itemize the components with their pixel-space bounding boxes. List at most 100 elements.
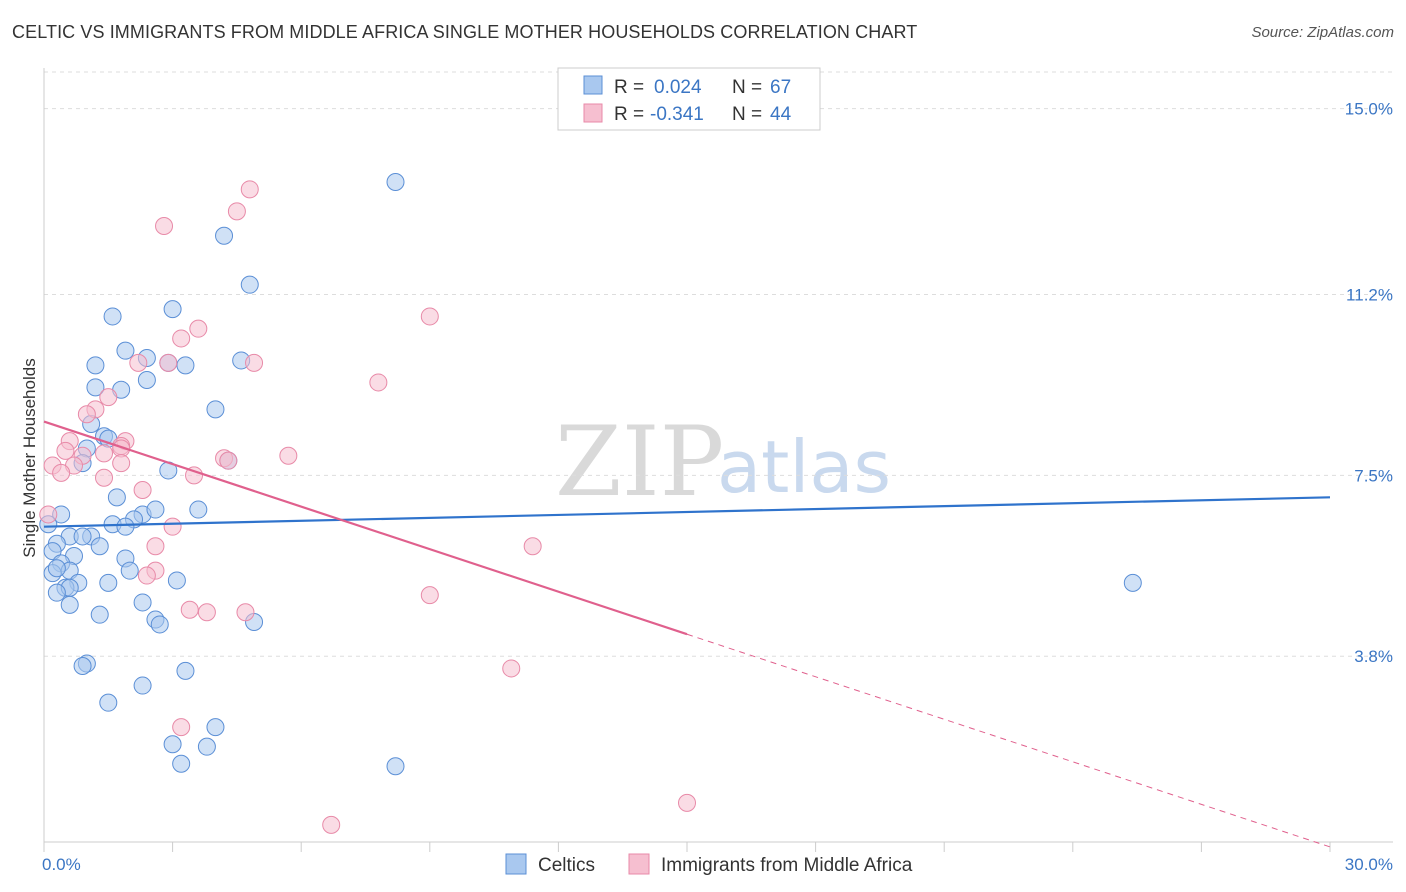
immigrants-point-7 [159,353,178,372]
celtics-point-0 [386,173,405,191]
celtics-point-64 [1123,573,1142,592]
immigrants-point-27 [185,466,204,485]
legend-swatch-celtics [583,75,603,95]
source-credit: Source: ZipAtlas.com [1251,24,1394,41]
immigrants-point-39 [236,603,255,622]
immigrants-point-16 [56,441,75,460]
y-tick-labels: 3.8% 7.5% 11.2% 15.0% [1345,100,1393,667]
immigrants-point-26 [52,463,71,482]
x-tick-labels: 0.0% 30.0% [42,855,1393,874]
celtics-point-44 [167,571,186,590]
celtics-point-14 [206,400,225,419]
immigrants-point-36 [420,586,439,605]
celtics-point-35 [43,542,62,561]
top-legend: R = 0.024 N = 67 R = -0.341 N = 44 [557,67,821,131]
celtics-point-58 [99,693,118,712]
celtics-point-66 [47,559,66,578]
series-immigrants-points [39,180,696,834]
celtics-point-1 [215,226,234,245]
immigrants-point-4 [172,329,191,348]
celtics-point-60 [163,735,182,754]
immigrants-point-3 [189,319,208,338]
watermark-zip: ZIP [555,406,724,518]
trend-lines [43,420,1331,848]
immigrants-point-5 [420,307,439,326]
bottom-legend-label-immigrants: Immigrants from Middle Africa [661,855,913,876]
bottom-legend-swatch-celtics [505,853,527,875]
immigrants-point-18 [95,444,114,463]
legend-n-label-celtics: N = [732,77,762,98]
celtics-point-25 [146,500,165,519]
watermark-atlas: atlas [717,425,891,509]
legend-n-label-immigrants: N = [732,104,762,125]
immigrants-point-40 [172,718,191,737]
celtics-point-9 [176,356,195,375]
celtics-point-59 [206,718,225,737]
bottom-legend-swatch-immigrants [628,853,650,875]
celtics-point-11 [137,371,156,389]
immigrants-trend-line [43,420,688,636]
celtics-point-47 [47,583,66,602]
celtics-point-6 [86,356,105,375]
celtics-point-52 [150,615,169,634]
celtics-trend-line [43,496,1331,528]
celtics-point-34 [90,537,109,556]
immigrants-point-9 [369,373,388,392]
celtics-point-2 [240,275,259,294]
immigrants-point-8 [245,353,264,372]
watermark: ZIP atlas [555,406,891,518]
y-tick-label-3: 15.0% [1345,100,1393,119]
y-tick-label-0: 3.8% [1354,647,1393,666]
immigrants-point-1 [227,202,246,221]
series-celtics-points [39,173,1142,776]
immigrants-point-12 [77,405,96,424]
celtics-point-55 [73,657,92,675]
legend-swatch-immigrants [583,103,603,123]
legend-n-value-immigrants: 44 [770,104,792,125]
immigrants-point-38 [197,603,216,622]
legend-r-value-celtics: 0.024 [654,77,702,98]
y-tick-label-1: 7.5% [1354,466,1393,485]
chart-title: CELTIC VS IMMIGRANTS FROM MIDDLE AFRICA … [12,22,918,42]
y-tick-label-2: 11.2% [1346,285,1393,304]
immigrants-point-37 [180,600,199,619]
x-tick-label-max: 30.0% [1345,855,1393,874]
celtics-point-12 [86,378,105,397]
celtics-point-63 [386,757,405,776]
immigrants-point-28 [95,468,114,487]
immigrants-point-10 [99,388,118,407]
immigrants-point-30 [39,505,58,524]
immigrants-point-29 [133,481,152,499]
y-axis-label: Single Mother Households [20,358,39,557]
bottom-legend: Celtics Immigrants from Middle Africa [505,853,913,876]
celtics-point-3 [103,307,122,326]
immigrants-trend-line-extrapolated [686,633,1331,848]
celtics-point-43 [99,573,118,592]
celtics-point-61 [197,737,216,756]
immigrants-point-35 [137,566,156,585]
celtics-point-57 [133,676,152,695]
immigrants-point-33 [146,537,165,556]
celtics-point-22 [107,488,126,507]
legend-r-value-immigrants: -0.341 [650,104,704,125]
celtics-point-56 [176,661,195,680]
immigrants-point-2 [155,217,174,235]
legend-r-label-celtics: R = [614,77,644,98]
immigrants-point-42 [678,793,696,812]
immigrants-point-31 [163,517,182,536]
axes [43,68,1393,852]
celtics-point-29 [116,517,135,536]
immigrants-point-21 [279,446,298,465]
celtics-point-41 [120,561,139,580]
immigrants-point-24 [112,454,131,473]
immigrants-point-32 [523,537,542,556]
celtics-point-32 [73,527,92,546]
legend-n-value-celtics: 67 [770,77,791,98]
celtics-point-49 [133,593,152,612]
x-tick-label-min: 0.0% [42,855,81,874]
immigrants-point-41 [502,659,521,678]
celtics-point-50 [90,605,109,624]
celtics-point-5 [116,341,135,360]
immigrants-point-0 [240,180,259,199]
